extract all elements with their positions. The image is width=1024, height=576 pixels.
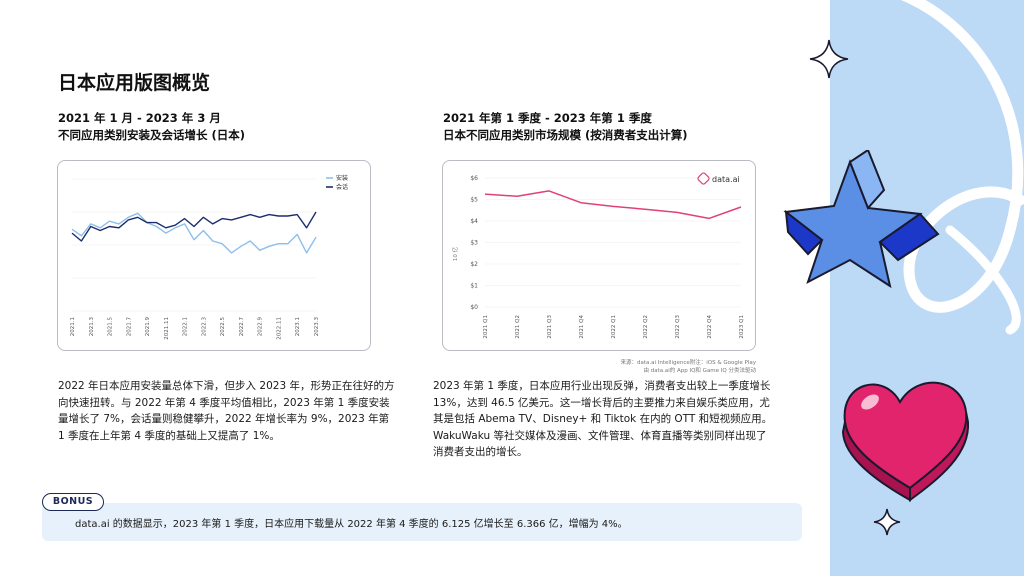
x-tick-label: 2021.9 bbox=[145, 317, 151, 337]
legend-label: 安装 bbox=[336, 174, 348, 182]
x-tick-label: 2021.3 bbox=[89, 317, 95, 337]
data-ai-logo: data.ai bbox=[697, 172, 740, 185]
heart-icon bbox=[841, 381, 970, 502]
spend-chart: $0 $1 $2 $3 $4 $5 $6 10 亿 2021 Q1 2021 Q2 2021 Q3 2… bbox=[451, 172, 745, 339]
y-tick-label: $0 bbox=[470, 304, 478, 311]
x-tick-label: 2022 Q2 bbox=[643, 315, 649, 339]
x-tick-label: 2022 Q3 bbox=[675, 315, 681, 339]
spend-heading-line1: 2021 年第 1 季度 - 2023 年第 1 季度 bbox=[443, 111, 652, 125]
swirl-decoration bbox=[900, 0, 1024, 313]
y-tick-label: $4 bbox=[470, 218, 478, 225]
x-tick-label: 2021 Q2 bbox=[515, 315, 521, 339]
x-tick-label: 2023 Q1 bbox=[739, 315, 745, 339]
x-tick-label: 2022 Q1 bbox=[611, 315, 617, 339]
x-tick-label: 2021 Q1 bbox=[483, 315, 489, 339]
legend-label: 会话 bbox=[336, 183, 348, 191]
x-tick-label: 2021.1 bbox=[70, 317, 76, 336]
y-tick-label: $3 bbox=[470, 240, 478, 247]
x-tick-label: 2021.11 bbox=[164, 317, 170, 340]
y-tick-label: $6 bbox=[470, 175, 478, 182]
x-tick-label: 2022.1 bbox=[183, 317, 189, 336]
series-line-installs bbox=[71, 212, 317, 254]
source-note-line1: 来源：data.ai Intelligence附注：iOS & Google P… bbox=[620, 360, 756, 366]
x-tick-label: 2021.7 bbox=[126, 317, 132, 337]
swirl-decoration-2 bbox=[945, 225, 1021, 335]
installs-sessions-heading-line2: 不同应用类别安装及会话增长 (日本) bbox=[58, 128, 246, 142]
y-tick-label: $5 bbox=[470, 197, 478, 204]
bonus-box bbox=[42, 503, 802, 541]
x-tick-label: 2022.7 bbox=[239, 317, 245, 337]
x-tick-label: 2022.9 bbox=[258, 317, 264, 337]
page-title: 日本应用版图概览 bbox=[58, 72, 211, 94]
sparkle-icon bbox=[809, 39, 849, 79]
installs-sessions-heading-line1: 2021 年 1 月 - 2023 年 3 月 bbox=[58, 111, 221, 125]
x-tick-label: 2022 Q4 bbox=[707, 315, 713, 339]
installs-sessions-chart-card: 2021.1 2021.3 2021.5 2021.7 2021.9 2021.11 202… bbox=[57, 160, 371, 351]
bonus-badge: BONUS bbox=[42, 493, 104, 511]
series-line-sessions bbox=[71, 211, 317, 242]
source-note: 来源：data.ai Intelligence附注：iOS & Google P… bbox=[620, 359, 756, 375]
x-tick-label: 2022.11 bbox=[276, 317, 282, 340]
star-icon bbox=[783, 150, 940, 289]
installs-sessions-chart: 2021.1 2021.3 2021.5 2021.7 2021.9 2021.11 202… bbox=[70, 174, 348, 340]
installs-sessions-heading: 2021 年 1 月 - 2023 年 3 月 不同应用类别安装及会话增长 (日… bbox=[58, 110, 245, 144]
x-tick-label: 2021 Q4 bbox=[579, 315, 585, 339]
svg-text:data.ai: data.ai bbox=[712, 175, 740, 184]
bonus-text: data.ai 的数据显示，2023 年第 1 季度，日本应用下载量从 2022… bbox=[75, 519, 628, 530]
y-tick-label: $1 bbox=[470, 283, 478, 290]
x-tick-label: 2023.1 bbox=[295, 317, 301, 336]
x-tick-label: 2022.3 bbox=[201, 317, 207, 337]
x-tick-label: 2022.5 bbox=[220, 317, 226, 337]
decorative-illustration bbox=[841, 0, 1024, 502]
spend-chart-card: $0 $1 $2 $3 $4 $5 $6 10 亿 2021 Q1 2021 Q2 2021 Q3 2… bbox=[442, 160, 756, 351]
x-tick-label: 2023.3 bbox=[314, 317, 320, 337]
y-tick-label: $2 bbox=[470, 261, 478, 268]
spend-heading: 2021 年第 1 季度 - 2023 年第 1 季度 日本不同应用类别市场规模… bbox=[443, 110, 688, 144]
sparkle-icon-small bbox=[873, 508, 901, 536]
series-line-spend bbox=[484, 190, 742, 220]
installs-sessions-description: 2022 年日本应用安装量总体下滑，但步入 2023 年，形势正在往好的方向快速… bbox=[58, 380, 395, 442]
decorative-panel bbox=[830, 0, 1024, 576]
x-tick-label: 2021 Q3 bbox=[547, 315, 553, 339]
y-axis-label: 10 亿 bbox=[451, 246, 459, 261]
spend-description: 2023 年第 1 季度，日本应用行业出现反弹，消费者支出较上一季度增长 13%… bbox=[433, 380, 773, 458]
spend-heading-line2: 日本不同应用类别市场规模 (按消费者支出计算) bbox=[443, 128, 688, 142]
source-note-line2: 由 data.ai的 App IQ和 Game IQ 分类法驱动 bbox=[643, 368, 756, 374]
x-tick-label: 2021.5 bbox=[108, 317, 114, 337]
